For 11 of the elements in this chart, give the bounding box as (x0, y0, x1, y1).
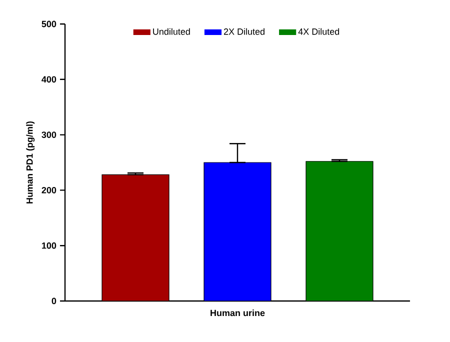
y-axis-title: Human PD1 (pg/ml) (26, 121, 35, 204)
x-tick-label: Human urine (210, 310, 265, 316)
y-tick-label: 500 (42, 20, 56, 28)
legend-label: 2X Diluted (224, 28, 264, 35)
y-tick-label: 0 (52, 298, 56, 304)
y-tick-label: 300 (42, 132, 56, 138)
y-tick-label: 100 (42, 242, 56, 249)
y-tick-label: 400 (42, 76, 56, 83)
y-tick-label: 200 (42, 187, 56, 194)
legend-label: Undiluted (153, 28, 190, 35)
legend-label: 4X Diluted (298, 28, 340, 35)
